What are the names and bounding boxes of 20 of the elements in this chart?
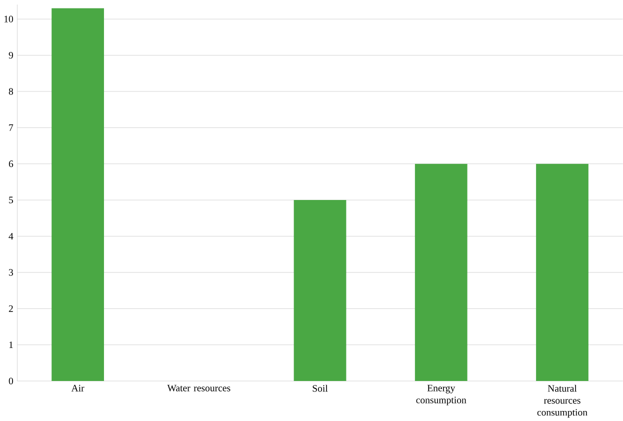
y-tick-label: 1 xyxy=(9,341,13,348)
x-tick-label: Air xyxy=(71,384,84,392)
y-tick-label: 5 xyxy=(9,196,14,204)
x-tick-label: Soil xyxy=(312,384,328,392)
y-tick-label: 10 xyxy=(4,16,14,22)
x-tick-label: Water resources xyxy=(167,384,230,392)
x-tick-label: Natural resources consumption xyxy=(537,384,588,418)
y-tick-label: 2 xyxy=(8,305,13,312)
y-tick-label: 7 xyxy=(9,124,14,131)
x-tick-label: Energy consumption xyxy=(416,384,466,406)
y-tick-label: 9 xyxy=(8,52,13,58)
bar xyxy=(536,164,588,381)
y-tick-label: 6 xyxy=(8,160,14,168)
y-tick-label: 0 xyxy=(8,378,14,384)
bar xyxy=(294,200,346,381)
y-tick-label: 8 xyxy=(8,88,14,95)
bar xyxy=(52,8,104,381)
y-tick-label: 4 xyxy=(8,232,14,240)
bar xyxy=(414,164,468,381)
y-tick-label: 3 xyxy=(8,269,14,276)
